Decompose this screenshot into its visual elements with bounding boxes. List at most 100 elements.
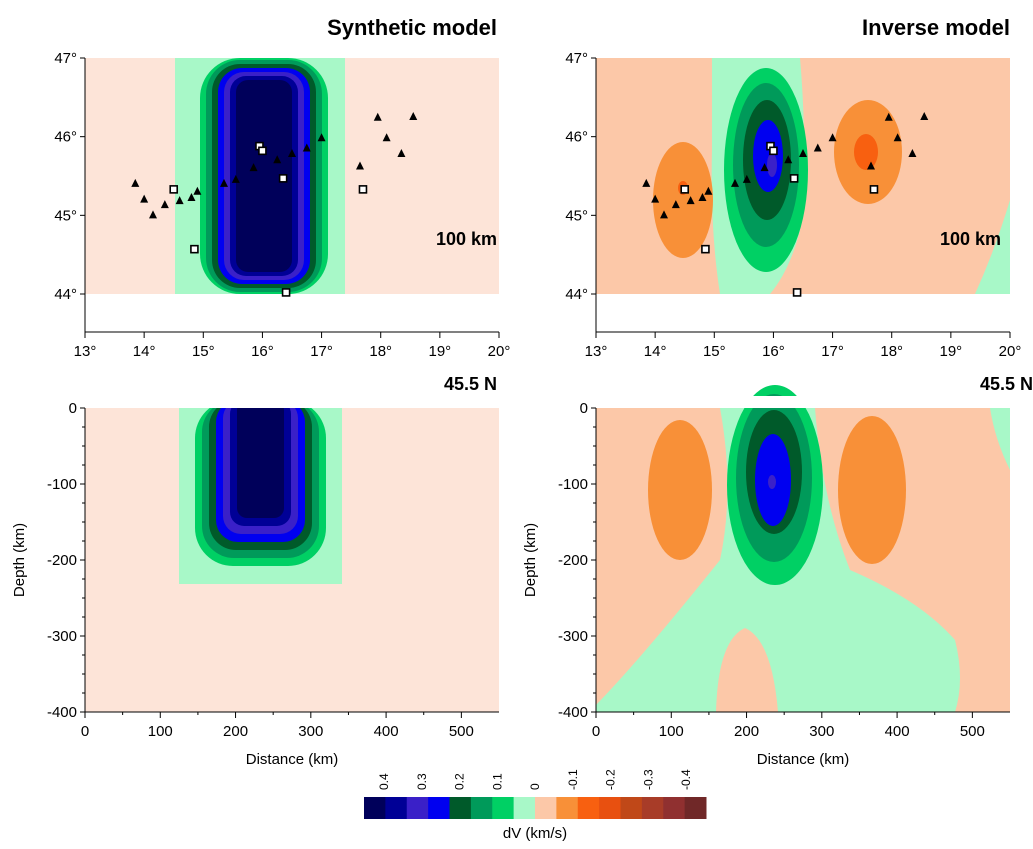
inverse-section-panel: 0 100 200 300 400 500 0 -100 -200 -300 -400 Distan… [522, 385, 1030, 768]
station-triangle [409, 112, 418, 120]
station-triangle [867, 161, 876, 170]
depth-tag: 100 km [940, 229, 1001, 249]
colorbar-swatch [577, 797, 600, 819]
station-triangle [884, 112, 893, 121]
station-triangle [187, 193, 196, 202]
y-tick-label: -200 [47, 552, 77, 569]
x-axis-label: Distance (km) [757, 751, 850, 768]
x-tick-label: 19° [940, 343, 963, 360]
station-square [190, 244, 199, 254]
top-mask [60, 396, 520, 408]
colorbar-swatch [470, 797, 493, 819]
colorbar-tick-labels: 0.4 0.3 0.2 0.1 0 -0.1 -0.2 -0.3 -0.4 [377, 769, 693, 790]
colorbar-tick-label: 0.2 [453, 773, 467, 790]
y-tick-label: 0 [580, 400, 588, 417]
colorbar-tick-label: 0.3 [415, 773, 429, 790]
station-markers [642, 112, 929, 297]
x-tick-label: 300 [298, 723, 323, 740]
y-tick-label: -300 [558, 628, 588, 645]
x-tick-label: 400 [885, 723, 910, 740]
station-triangle [799, 148, 807, 157]
x-tick-label: 17° [821, 343, 844, 360]
x-tick-label: 17° [310, 343, 333, 360]
station-square [869, 185, 879, 194]
fast-zone-east [990, 408, 1010, 470]
station-triangle [660, 210, 669, 219]
station-triangle [382, 133, 391, 142]
station-triangle [704, 186, 713, 195]
colorbar-tick-label: 0.4 [377, 773, 391, 790]
station-triangle [686, 196, 695, 205]
colorbar-tick-label: -0.4 [679, 769, 693, 790]
station-triangle [671, 200, 680, 209]
x-tick-label: 16° [251, 343, 274, 360]
station-triangle [651, 194, 660, 203]
station-square [169, 185, 179, 194]
colorbar-swatch [406, 797, 429, 819]
station-square [792, 288, 802, 297]
x-tick-label: 18° [369, 343, 392, 360]
x-tick-label: 0 [592, 723, 600, 740]
colorbar-swatch [364, 797, 386, 819]
y-tick-label: 46° [565, 129, 588, 146]
x-tick-label: 20° [488, 343, 511, 360]
colorbar-swatch [492, 797, 515, 819]
axis-ticks: 0 100 200 300 400 500 0 -100 -200 -300 -400 [558, 400, 985, 740]
station-triangle [920, 112, 929, 120]
x-tick-label: 14° [644, 343, 667, 360]
y-axis-label: Depth (km) [11, 523, 28, 597]
station-square [680, 185, 690, 194]
x-tick-label: 18° [880, 343, 903, 360]
y-tick-label: 44° [565, 286, 588, 303]
x-tick-label: 14° [133, 343, 156, 360]
synthetic-map-panel: 13° 14° 15° 16° 17° 18° 19° 20° 47° 46° 45° 44° 100… [54, 50, 510, 360]
station-triangle [730, 178, 739, 187]
fast-zone-east [975, 200, 1010, 294]
x-tick-label: 16° [762, 343, 785, 360]
colorbar-swatch [620, 797, 643, 819]
colorbar-tick-label: -0.1 [566, 769, 580, 790]
colorbar-tick-label: -0.2 [604, 769, 618, 790]
station-triangle [193, 186, 202, 195]
x-tick-label: 500 [960, 723, 985, 740]
station-square [701, 244, 710, 254]
x-tick-label: 300 [809, 723, 834, 740]
station-triangle [642, 178, 651, 187]
station-square [769, 146, 778, 156]
colorbar-tick-label: 0.1 [490, 773, 504, 790]
top-left-title: Synthetic model [327, 15, 497, 40]
colorbar [364, 797, 707, 819]
y-axis-label: Depth (km) [522, 523, 539, 597]
x-tick-label: 20° [999, 343, 1022, 360]
y-tick-label: 46° [54, 129, 77, 146]
colorbar-swatch [556, 797, 579, 819]
station-triangle [356, 161, 365, 170]
colorbar-tick-label: 0 [528, 783, 542, 790]
x-tick-label: 200 [734, 723, 759, 740]
y-tick-label: -200 [558, 552, 588, 569]
station-triangle [742, 174, 751, 183]
colorbar-swatch [513, 797, 536, 819]
axis-ticks: 13° 14° 15° 16° 17° 18° 19° 20° 47° 46° 45° 44° [54, 50, 510, 360]
station-triangle [784, 155, 793, 164]
y-tick-label: -100 [558, 476, 588, 493]
slow-anomaly-west [648, 420, 712, 560]
x-tick-label: 13° [74, 343, 97, 360]
y-tick-label: -100 [47, 476, 77, 493]
depth-tag: 100 km [436, 229, 497, 249]
y-tick-label: -400 [47, 704, 77, 721]
station-triangle [893, 133, 902, 142]
slow-lobe-deep [716, 628, 778, 712]
x-axis-label: Distance (km) [246, 751, 339, 768]
anomaly-core [237, 400, 284, 518]
colorbar-swatch [684, 797, 707, 819]
x-tick-label: 200 [223, 723, 248, 740]
station-triangle [219, 178, 228, 187]
slow-anomaly-east-core [854, 134, 878, 170]
synthetic-section-panel: 0 100 200 300 400 500 0 -100 -200 -300 -400 Distan… [11, 396, 520, 768]
x-tick-label: 15° [192, 343, 215, 360]
slow-anomaly-east [838, 416, 906, 564]
anomaly-peak [767, 153, 777, 177]
colorbar-swatch [599, 797, 621, 819]
